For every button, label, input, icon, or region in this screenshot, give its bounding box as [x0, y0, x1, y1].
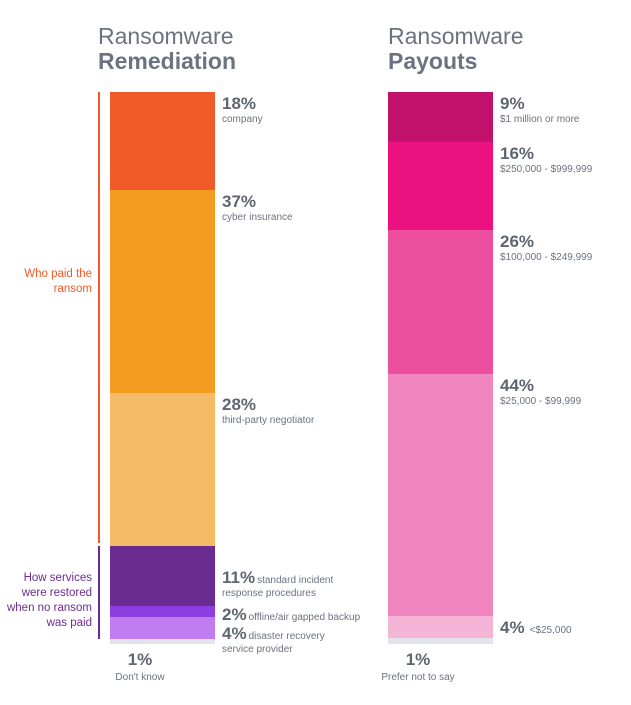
group-label-line: was paid — [46, 617, 92, 629]
segment-label: 26% $100,000 - $249,999 — [500, 232, 592, 263]
remediation-segment — [110, 190, 215, 393]
segment-category-label: disaster recovery — [248, 631, 325, 642]
group-label-payers: Who paid the ransom — [4, 267, 92, 297]
segment-value-label: 1% — [405, 650, 431, 669]
segment-category-label: Don't know — [115, 672, 165, 683]
segment-label: 4% disaster recovery service provider — [222, 624, 325, 655]
remediation-bottom-label: 1% Don't know — [100, 650, 180, 683]
remediation-title: Ransomware Remediation — [98, 24, 236, 74]
segment-value-label: 4% — [222, 624, 247, 643]
segment-value-label: 44% — [500, 375, 535, 395]
group-bracket-payers — [98, 92, 100, 543]
segment-category-label: $100,000 - $249,999 — [500, 252, 593, 263]
group-bracket-restored — [98, 545, 100, 639]
payouts-segment — [388, 373, 493, 617]
segment-label: 28% third-party negotiator — [222, 395, 314, 426]
payouts-title: Ransomware Payouts — [388, 24, 524, 74]
group-label-restored: How services were restored when no ransom w… — [4, 571, 92, 631]
segment-category-label: Prefer not to say — [381, 672, 455, 683]
remediation-title-bold: Remediation — [98, 48, 237, 74]
segment-value-label: 4% — [500, 618, 525, 638]
remediation-title-light: Ransomware — [98, 23, 234, 49]
group-label-line: ransom — [53, 283, 92, 295]
segment-category-label: standard incident — [257, 575, 334, 586]
segment-value-label: 2% — [222, 605, 247, 624]
segment-label: 9% $1 million or more — [500, 94, 579, 125]
segment-category-label: <$25,000 — [529, 625, 572, 637]
payouts-title-light: Ransomware — [388, 23, 524, 49]
segment-label: 44% $25,000 - $99,999 — [500, 376, 581, 407]
remediation-segment — [110, 392, 215, 546]
remediation-bar — [110, 92, 215, 644]
segment-label: 37% cyber insurance — [222, 192, 293, 223]
segment-value-label: 11% — [222, 568, 256, 587]
segment-category-label: company — [222, 114, 263, 125]
segment-category-label: $25,000 - $99,999 — [500, 395, 582, 407]
segment-category-label: cyber insurance — [222, 212, 293, 224]
segment-value-label: 26% — [500, 232, 535, 251]
payouts-segment — [388, 638, 493, 644]
remediation-segment — [110, 638, 215, 644]
group-label-line: How services — [23, 572, 92, 584]
payouts-bar — [388, 92, 493, 644]
remediation-segment — [110, 545, 215, 606]
segment-category-label: third-party negotiator — [222, 414, 315, 426]
segment-category-label: $1 million or more — [500, 114, 580, 125]
payouts-segment — [388, 92, 493, 142]
segment-label: 2% offline/air gapped backup — [222, 605, 360, 625]
remediation-segment — [110, 92, 215, 191]
payouts-segment — [388, 616, 493, 639]
segment-label: 16% $250,000 - $999,999 — [500, 144, 592, 175]
segment-value-label: 1% — [127, 650, 153, 669]
segment-value-label: 16% — [500, 143, 535, 163]
segment-label: 11% standard incident response procedures — [222, 568, 333, 599]
segment-label: 4% <$25,000 — [500, 618, 572, 638]
group-label-line: when no ransom — [6, 602, 92, 614]
remediation-segment — [110, 616, 215, 639]
segment-value-label: 28% — [222, 394, 257, 414]
segment-category-label: service provider — [222, 644, 293, 655]
segment-value-label: 9% — [500, 94, 525, 113]
group-label-line: Who paid the — [24, 268, 92, 280]
segment-category-label: response procedures — [222, 588, 316, 599]
payouts-title-bold: Payouts — [388, 48, 478, 74]
payouts-bottom-label: 1% Prefer not to say — [378, 650, 458, 683]
payouts-segment — [388, 141, 493, 230]
segment-label: 18% company — [222, 94, 263, 125]
payouts-segment — [388, 230, 493, 374]
group-label-line: were restored — [21, 587, 92, 599]
segment-category-label: $250,000 - $999,999 — [500, 163, 593, 175]
segment-category-label: offline/air gapped backup — [248, 612, 361, 623]
remediation-segment — [110, 605, 215, 617]
segment-value-label: 37% — [222, 192, 257, 212]
segment-value-label: 18% — [222, 94, 257, 113]
